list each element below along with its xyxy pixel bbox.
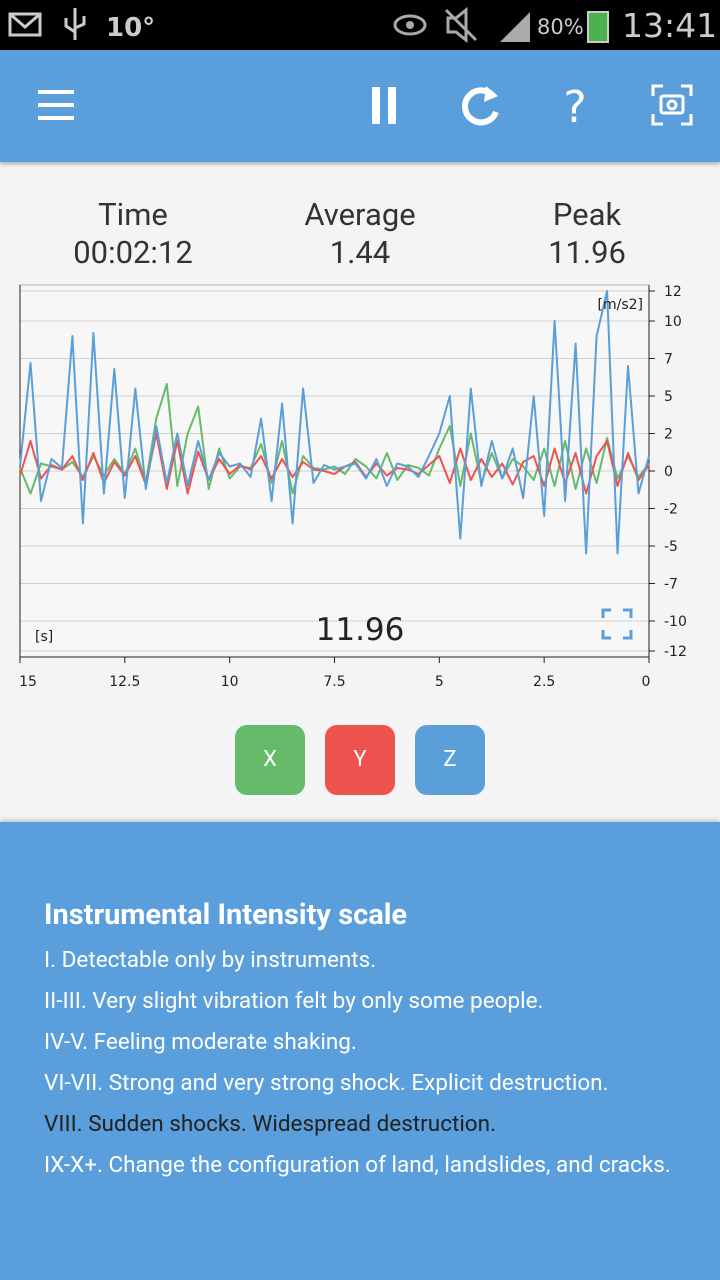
pause-button[interactable] [372,87,396,124]
info-item: I. Detectable only by instruments. [44,947,377,973]
status-bar: 10° 80% 13:41 [0,0,720,50]
x-tick-label: 10 [221,674,239,690]
mail-icon-flap [9,12,41,29]
stat-label: Time [98,196,168,233]
y-tick-label: 10 [664,314,682,330]
series-toggle[interactable]: Y [325,725,395,795]
x-tick-label: 7.5 [323,674,345,690]
battery-level: 80% [537,15,584,39]
info-list: I. Detectable only by instruments. II-III… [44,946,684,1192]
x-tick-label: 15 [19,674,37,690]
clock: 13:41 [622,6,717,45]
y-tick-label: -10 [664,614,687,630]
screenshot-button[interactable] [651,84,693,126]
series-toggle[interactable]: Z [415,725,485,795]
x-tick-label: 0 [642,674,651,690]
help-button[interactable]: ? [563,82,586,133]
current-value: 11.96 [316,612,405,648]
stat-value: 00:02:12 [73,234,193,271]
mute-icon [444,6,478,44]
y-unit: [m/s2] [598,297,643,313]
series-toggle[interactable]: X [235,725,305,795]
eye-icon [393,14,427,36]
refresh-button[interactable] [462,87,499,126]
info-item: II-III. Very slight vibration felt by on… [44,988,544,1014]
y-tick-label: 7 [664,352,673,368]
y-tick-label: -5 [664,539,678,555]
usb-icon [64,8,86,40]
stat-value: 1.44 [329,234,391,271]
stat-time: Time 00:02:12 [23,196,243,272]
toolbar: ? [0,50,720,162]
series-line [19,432,650,495]
eye-pupil [406,21,414,29]
mail-icon [8,12,42,37]
toolbar-icons: ? [38,82,693,133]
x-tick-label: 2.5 [533,674,555,690]
stat-label: Peak [552,196,622,233]
menu-button[interactable] [38,90,74,120]
y-tick-label: -12 [664,644,687,660]
stat-average: Average 1.44 [250,196,470,272]
info-item: IV-V. Feeling moderate shaking. [44,1029,357,1055]
x-unit: [s] [35,629,53,645]
status-icons: 10° 80% 13:41 [8,6,717,45]
y-tick-label: 2 [664,427,673,443]
info-item: IX-X+. Change the configuration of land,… [44,1152,671,1178]
y-tick-label: 0 [664,464,673,480]
y-tick-label: 12 [664,284,682,300]
y-tick-label: -2 [664,502,678,518]
signal-icon [500,12,530,42]
stat-value: 11.96 [548,234,626,271]
chart: 12 10 7 5 2 0 -2 -5 -7 -10 -12 15 12.5 10 7.5 5 2.5 0 [m/s… [19,284,687,690]
x-tick-label: 12.5 [109,674,140,690]
stat-peak: Peak 11.96 [477,196,697,272]
info-item: VI-VII. Strong and very strong shock. Ex… [44,1070,609,1096]
refresh-arrow [484,86,498,102]
series-line [19,290,650,555]
info-item: VIII. Sudden shocks. Widespread destruct… [44,1111,496,1137]
battery-icon [587,11,609,43]
y-tick-label: 5 [664,389,673,405]
info-title: Instrumental Intensity scale [44,898,408,932]
fullscreen-button[interactable] [601,608,633,640]
stat-label: Average [304,196,416,233]
x-tick-label: 5 [435,674,444,690]
temperature: 10° [106,13,155,43]
info-panel: Instrumental Intensity scale I. Detectab… [0,822,720,1280]
y-tick-label: -7 [664,577,678,593]
